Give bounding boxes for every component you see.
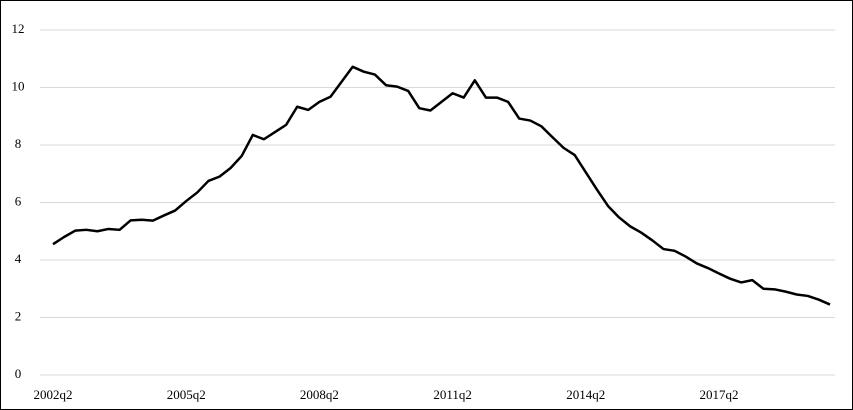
y-tick-label: 10 <box>12 78 25 93</box>
x-tick-label: 2008q2 <box>300 387 339 402</box>
x-tick-label: 2011q2 <box>433 387 472 402</box>
x-tick-label: 2002q2 <box>34 387 73 402</box>
x-tick-label: 2017q2 <box>700 387 739 402</box>
x-tick-label: 2014q2 <box>566 387 605 402</box>
y-tick-label: 12 <box>12 21 25 36</box>
y-tick-label: 6 <box>15 193 22 208</box>
y-tick-label: 4 <box>15 251 22 266</box>
y-tick-label: 8 <box>15 136 22 151</box>
y-tick-label: 2 <box>15 308 22 323</box>
x-tick-label: 2005q2 <box>167 387 206 402</box>
data-line <box>52 65 831 306</box>
y-tick-label: 0 <box>15 366 22 381</box>
